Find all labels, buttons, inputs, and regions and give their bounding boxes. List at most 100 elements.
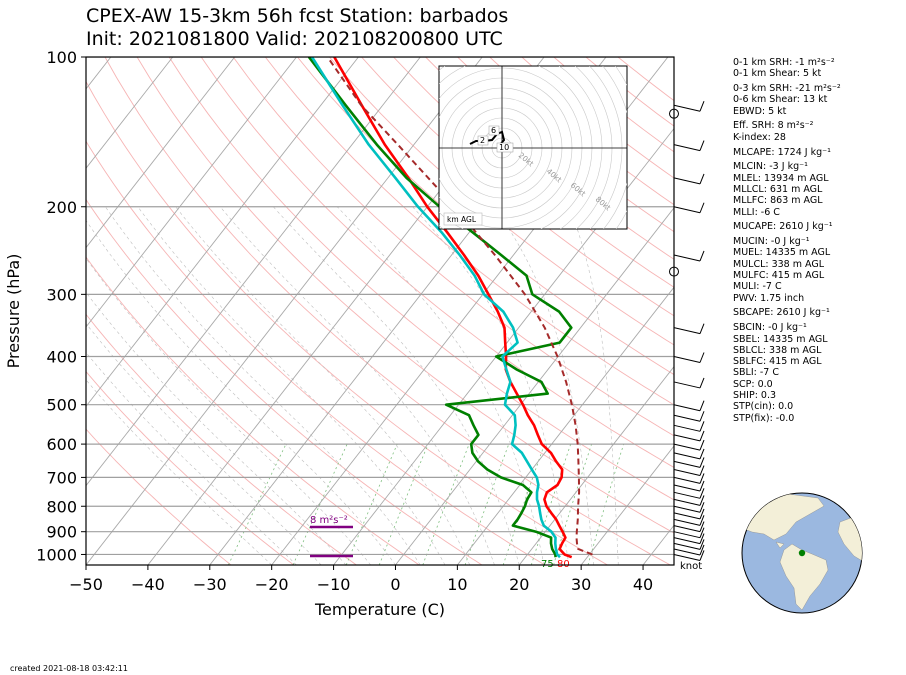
temperature-profile: [333, 57, 573, 559]
isotherm: [86, 57, 483, 565]
wind-barb: [673, 550, 705, 561]
globe-locator-map: [741, 492, 863, 614]
x-tick-label: 20: [509, 575, 529, 594]
wind-barb: [673, 101, 705, 112]
x-axis-label: Temperature (C): [314, 600, 445, 619]
index-line: SBLI: -7 C: [733, 367, 779, 379]
index-line: MLLI: -6 C: [733, 206, 780, 218]
isotherm: [86, 57, 421, 487]
barb-unit-label: knot: [680, 561, 702, 572]
moist-adiabat: [412, 206, 570, 565]
isotherm: [395, 207, 674, 565]
chart-subtitle: Init: 2021081800 Valid: 202108200800 UTC: [86, 28, 503, 50]
dry-adiabat: [86, 428, 232, 565]
wind-barb: [673, 250, 705, 262]
index-line: MLCAPE: 1724 J kg⁻¹: [733, 146, 831, 158]
wind-barb: [673, 439, 705, 451]
x-tick-label: 0: [390, 575, 400, 594]
y-tick-label: 600: [46, 435, 77, 454]
index-line: MUCAPE: 2610 J kg⁻¹: [733, 221, 833, 233]
plot-area: [86, 57, 674, 565]
wind-barb: [673, 421, 705, 432]
wind-barb: [673, 527, 705, 539]
calm-wind-marker: [669, 266, 679, 277]
dry-adiabat: [329, 57, 674, 346]
index-line: Eff. SRH: 8 m²s⁻²: [733, 120, 814, 132]
moist-adiabat: [86, 219, 396, 565]
y-tick-label: 200: [46, 198, 77, 217]
index-line: K-index: 28: [733, 131, 786, 143]
dry-adiabat: [86, 370, 294, 565]
y-tick-label: 700: [46, 468, 77, 487]
index-line: MUEL: 14335 m AGL: [733, 247, 831, 259]
wind-barb: [673, 488, 705, 499]
station-marker: [798, 549, 806, 557]
index-line: MULFC: 415 m AGL: [733, 270, 825, 282]
isotherm: [86, 57, 174, 169]
moist-adiabat: [137, 206, 446, 565]
index-line: SBLCL: 338 m AGL: [733, 344, 822, 356]
y-tick-label: 500: [46, 396, 77, 415]
created-stamp: created 2021-08-18 03:42:11: [10, 664, 128, 673]
wind-barb: [673, 465, 705, 477]
wind-barb: [673, 515, 705, 526]
dry-adiabat: [86, 313, 357, 565]
wind-barb: [673, 495, 705, 506]
y-tick-label: 800: [46, 497, 77, 516]
moist-adiabat: [336, 206, 545, 565]
x-tick-label: −30: [193, 575, 227, 594]
hodograph-height-label: 2: [480, 136, 485, 145]
mixing-ratio-line: [502, 443, 545, 565]
y-tick-label: 400: [46, 348, 77, 367]
dry-adiabat: [86, 256, 420, 565]
dry-adiabat: [393, 57, 674, 288]
dry-adiabat: [104, 57, 671, 565]
wind-barb: [673, 173, 705, 185]
mixing-ratio-line: [378, 443, 429, 565]
x-tick-label: −20: [255, 575, 289, 594]
isotherm: [86, 57, 359, 408]
calm-wind-marker: [669, 108, 679, 119]
moist-adiabat: [86, 291, 347, 565]
parcel-profile: [326, 57, 593, 556]
index-line: 0-6 km Shear: 13 kt: [733, 94, 828, 106]
dry-adiabat: [232, 57, 674, 437]
index-line: SBEL: 14335 m AGL: [733, 333, 828, 345]
index-line: SCP: 0.0: [733, 378, 773, 390]
wind-barb: [673, 377, 705, 389]
isotherm: [333, 127, 674, 565]
index-line: MLEL: 13934 m AGL: [733, 172, 829, 184]
moist-adiabat: [86, 323, 322, 565]
moist-adiabat: [273, 206, 520, 565]
isotherm: [518, 365, 674, 565]
wind-barb: [673, 411, 705, 422]
wind-barb: [673, 430, 705, 442]
index-line: MULCL: 338 m AGL: [733, 258, 825, 270]
isotherm: [457, 286, 674, 565]
wind-barb: [673, 539, 705, 550]
srh-label: 8 m²s⁻²: [310, 515, 348, 526]
index-line: MLCIN: -3 J kg⁻¹: [733, 161, 808, 173]
y-tick-label: 1000: [36, 545, 77, 564]
wind-barb: [673, 140, 705, 152]
index-line: 0-3 km SRH: -21 m²s⁻²: [733, 83, 841, 95]
moist-adiabat: [105, 206, 421, 565]
index-line: MLLFC: 863 m AGL: [733, 195, 823, 207]
hodograph-legend: km AGL: [447, 215, 477, 224]
chart-title: CPEX-AW 15-3km 56h fcst Station: barbado…: [86, 5, 509, 27]
wind-barb: [673, 473, 705, 484]
wind-barb: [673, 508, 705, 520]
hodograph-height-label: 10: [499, 143, 509, 152]
y-tick-label: 900: [46, 523, 77, 542]
index-line: 0-1 km SRH: -1 m²s⁻²: [733, 57, 835, 68]
moist-adiabat: [568, 206, 619, 565]
moist-adiabat: [86, 257, 371, 565]
wetbulb-profile: [310, 57, 561, 559]
wind-barb: [673, 544, 705, 556]
index-line: 0-1 km Shear: 5 kt: [733, 68, 822, 80]
indices-panel: 0-1 km SRH: -1 m²s⁻² 0-1 km Shear: 5 kt 0-…: [733, 57, 841, 424]
x-tick-label: −40: [131, 575, 165, 594]
index-line: SBCIN: -0 J kg⁻¹: [733, 322, 807, 334]
